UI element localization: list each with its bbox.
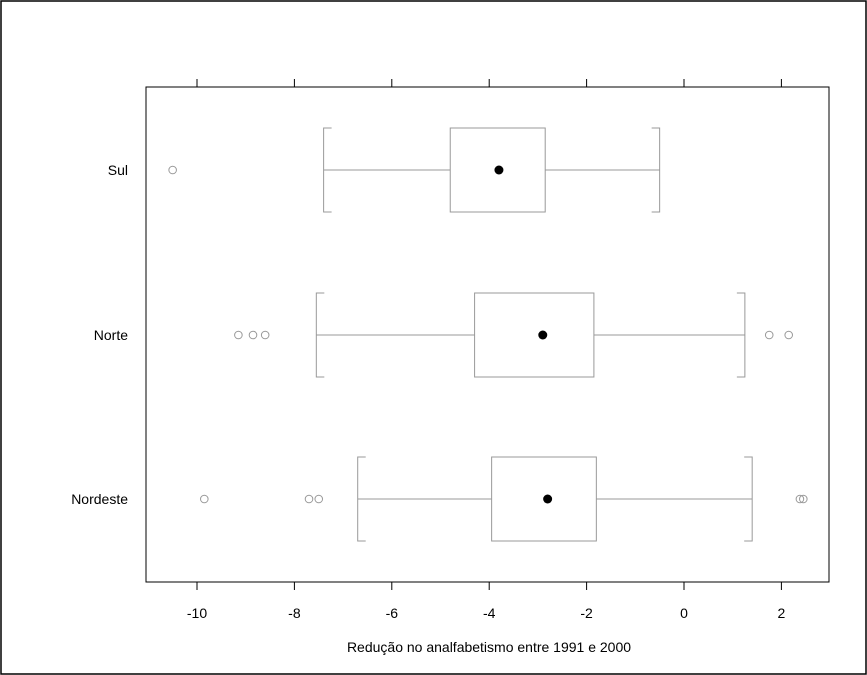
box-sul xyxy=(168,127,661,213)
outlier-point xyxy=(200,494,209,504)
boxes-layer xyxy=(168,127,808,542)
x-tick-label: -6 xyxy=(386,605,399,621)
whisker-cap-high xyxy=(736,292,746,378)
outlier-point xyxy=(795,494,805,504)
category-label: Nordeste xyxy=(71,491,128,507)
outlier-point xyxy=(234,330,243,340)
whisker-cap-low xyxy=(315,292,325,378)
outlier-point xyxy=(304,494,314,504)
outlier-point xyxy=(260,330,270,340)
iqr-box xyxy=(491,456,597,542)
outlier-point xyxy=(764,330,774,340)
x-tick-label: -2 xyxy=(580,605,593,621)
box-norte xyxy=(234,292,794,378)
x-tick-label: 2 xyxy=(778,605,786,621)
outlier-point xyxy=(784,330,794,340)
x-tick-label: -8 xyxy=(288,605,301,621)
median-point xyxy=(538,330,548,340)
iqr-box xyxy=(474,292,595,378)
outlier-point xyxy=(168,165,177,175)
x-axis-title: Redução no analfabetismo entre 1991 e 20… xyxy=(347,639,631,655)
whisker-cap-low xyxy=(357,456,366,542)
x-axis: -10 -8 -6 -4 -2 0 2 xyxy=(187,79,786,621)
iqr-box xyxy=(449,127,546,213)
plot-area xyxy=(145,86,830,583)
x-tick-label: -10 xyxy=(187,605,207,621)
box-nordeste xyxy=(200,456,808,542)
category-label: Sul xyxy=(108,162,128,178)
outlier-point xyxy=(248,330,258,340)
whisker-cap-low xyxy=(323,127,332,213)
whisker-cap-high xyxy=(744,456,753,542)
y-axis: Sul Norte Nordeste xyxy=(71,162,128,507)
median-point xyxy=(543,494,553,504)
x-tick-label: -4 xyxy=(483,605,496,621)
median-point xyxy=(494,165,504,175)
category-label: Norte xyxy=(94,327,128,343)
whisker-cap-high xyxy=(651,127,661,213)
outlier-point xyxy=(799,494,808,504)
outlier-point xyxy=(314,494,324,504)
x-tick-label: 0 xyxy=(680,605,688,621)
